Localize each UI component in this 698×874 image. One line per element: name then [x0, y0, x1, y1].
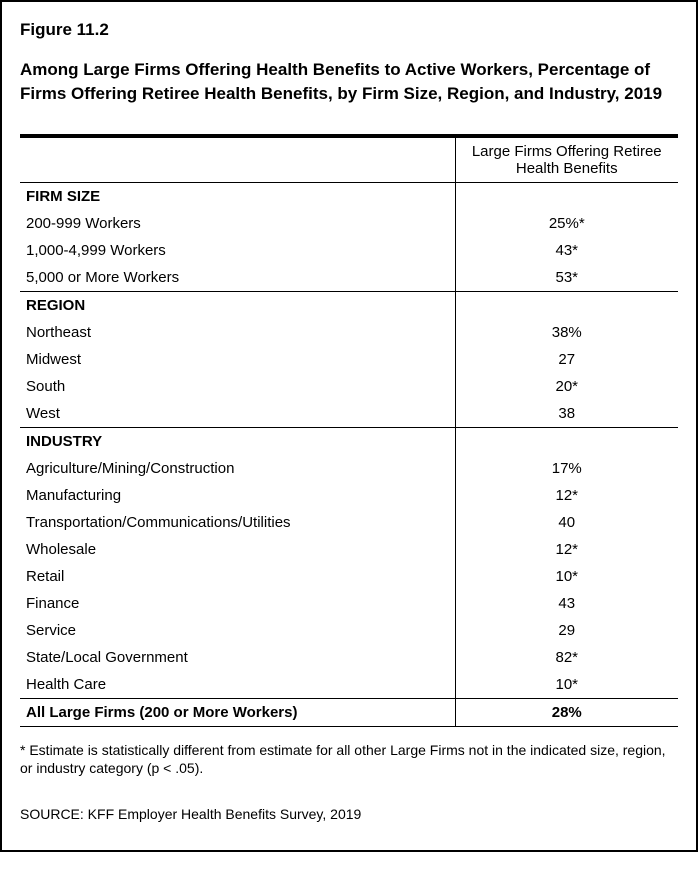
section-header-industry: INDUSTRY	[20, 427, 678, 455]
section-label: FIRM SIZE	[20, 182, 455, 210]
table-row: Wholesale 12*	[20, 536, 678, 563]
row-label: 1,000-4,999 Workers	[20, 237, 455, 264]
row-value: 10*	[455, 671, 678, 699]
row-label: Wholesale	[20, 536, 455, 563]
figure-container: Figure 11.2 Among Large Firms Offering H…	[0, 0, 698, 852]
row-label: Finance	[20, 590, 455, 617]
source-line: SOURCE: KFF Employer Health Benefits Sur…	[20, 806, 678, 822]
row-value: 12*	[455, 482, 678, 509]
column-header: Large Firms Offering Retiree Health Bene…	[455, 138, 678, 183]
row-value: 38%	[455, 319, 678, 346]
total-value: 28%	[455, 698, 678, 726]
section-header-firm-size: FIRM SIZE	[20, 182, 678, 210]
row-value: 43*	[455, 237, 678, 264]
row-value: 25%*	[455, 210, 678, 237]
row-label: Retail	[20, 563, 455, 590]
figure-title: Among Large Firms Offering Health Benefi…	[20, 58, 678, 106]
section-label: INDUSTRY	[20, 427, 455, 455]
row-value: 12*	[455, 536, 678, 563]
table-row: Service 29	[20, 617, 678, 644]
table-row: Retail 10*	[20, 563, 678, 590]
row-value: 17%	[455, 455, 678, 482]
row-label: Health Care	[20, 671, 455, 699]
row-label: South	[20, 373, 455, 400]
row-value: 20*	[455, 373, 678, 400]
table-row: Agriculture/Mining/Construction 17%	[20, 455, 678, 482]
row-value: 27	[455, 346, 678, 373]
row-value: 38	[455, 400, 678, 428]
row-value: 82*	[455, 644, 678, 671]
row-label: Agriculture/Mining/Construction	[20, 455, 455, 482]
row-value: 40	[455, 509, 678, 536]
section-value-empty	[455, 427, 678, 455]
table-row: State/Local Government 82*	[20, 644, 678, 671]
row-label: Northeast	[20, 319, 455, 346]
row-label: Midwest	[20, 346, 455, 373]
data-table: Large Firms Offering Retiree Health Bene…	[20, 138, 678, 727]
row-value: 10*	[455, 563, 678, 590]
row-label: 200-999 Workers	[20, 210, 455, 237]
row-value: 53*	[455, 264, 678, 292]
table-row: West 38	[20, 400, 678, 428]
figure-number: Figure 11.2	[20, 20, 678, 40]
column-header-row: Large Firms Offering Retiree Health Bene…	[20, 138, 678, 183]
footnote: * Estimate is statistically different fr…	[20, 741, 678, 779]
row-value: 43	[455, 590, 678, 617]
row-label: State/Local Government	[20, 644, 455, 671]
row-value: 29	[455, 617, 678, 644]
total-row: All Large Firms (200 or More Workers) 28…	[20, 698, 678, 726]
table-row: Transportation/Communications/Utilities …	[20, 509, 678, 536]
total-label: All Large Firms (200 or More Workers)	[20, 698, 455, 726]
section-value-empty	[455, 182, 678, 210]
row-label: Transportation/Communications/Utilities	[20, 509, 455, 536]
table-row: 1,000-4,999 Workers 43*	[20, 237, 678, 264]
row-label: West	[20, 400, 455, 428]
row-label: 5,000 or More Workers	[20, 264, 455, 292]
table-row: Finance 43	[20, 590, 678, 617]
table-row: Midwest 27	[20, 346, 678, 373]
section-label: REGION	[20, 291, 455, 319]
table-row: Manufacturing 12*	[20, 482, 678, 509]
empty-header-cell	[20, 138, 455, 183]
table-row: Health Care 10*	[20, 671, 678, 699]
row-label: Service	[20, 617, 455, 644]
table-row: Northeast 38%	[20, 319, 678, 346]
table-row: 200-999 Workers 25%*	[20, 210, 678, 237]
table-row: 5,000 or More Workers 53*	[20, 264, 678, 292]
section-value-empty	[455, 291, 678, 319]
table-row: South 20*	[20, 373, 678, 400]
section-header-region: REGION	[20, 291, 678, 319]
row-label: Manufacturing	[20, 482, 455, 509]
